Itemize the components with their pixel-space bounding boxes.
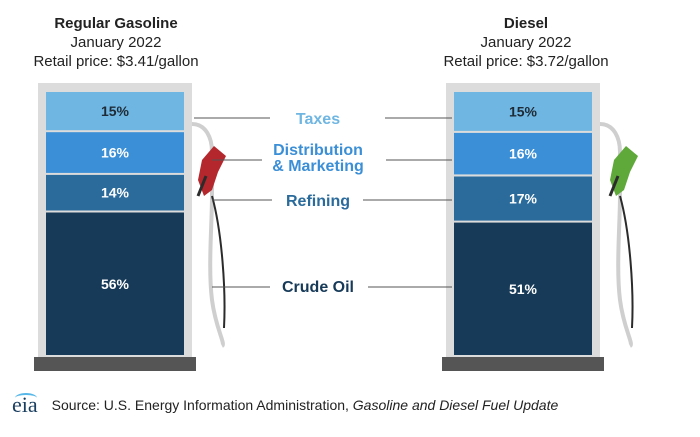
legend-label-distribution-line1: Distribution [273, 142, 363, 159]
source-title: Gasoline and Diesel Fuel Update [352, 397, 559, 413]
diesel-pump-base [442, 357, 604, 371]
diesel-retail-price: Retail price: $3.72/gallon [443, 53, 609, 70]
gasoline-value-crude-oil: 56% [101, 276, 130, 292]
gasoline-pump-base [34, 357, 196, 371]
gasoline-segment-refining [46, 174, 184, 211]
diesel-title: Diesel [503, 15, 549, 32]
diesel-value-distribution-marketing: 16% [509, 146, 538, 162]
gasoline-hose [191, 122, 225, 348]
gasoline-title: Regular Gasoline [54, 15, 178, 32]
diesel-nozzle-icon [608, 146, 638, 197]
diesel-value-crude-oil: 51% [509, 281, 538, 297]
diesel-value-taxes: 15% [509, 104, 538, 120]
gasoline-value-distribution-marketing: 16% [101, 145, 130, 161]
source-prefix: Source: U.S. Energy Information Administ… [51, 397, 353, 413]
diesel-segment-distribution-marketing [454, 132, 592, 175]
source-note: eia Source: U.S. Energy Information Admin… [12, 392, 558, 418]
gasoline-pump-title: Regular Gasoline January 2022 Retail pri… [0, 14, 232, 71]
gasoline-period: January 2022 [70, 34, 162, 51]
diesel-segments: 15% 16% 17% 51% [454, 92, 592, 355]
gasoline-segment-crude-oil [46, 212, 184, 355]
diesel-segment-taxes [454, 92, 592, 131]
gasoline-retail-price: Retail price: $3.41/gallon [33, 53, 199, 70]
diesel-pump-title: Diesel January 2022 Retail price: $3.72/… [410, 14, 642, 71]
legend-label-taxes: Taxes [296, 111, 340, 128]
diesel-period: January 2022 [480, 34, 572, 51]
diesel-hose-right [619, 195, 634, 329]
eia-logo-icon: eia [12, 392, 38, 417]
gasoline-value-refining: 14% [101, 185, 130, 201]
diesel-segment-refining [454, 176, 592, 221]
legend-label-refining: Refining [286, 193, 350, 210]
legend-label-crude-oil: Crude Oil [282, 279, 354, 296]
legend-label-distribution-line2: & Marketing [272, 158, 364, 175]
gasoline-value-taxes: 15% [101, 103, 130, 119]
gasoline-segments: 15% 16% 14% 56% [46, 92, 184, 355]
gasoline-nozzle-icon [196, 146, 226, 197]
gasoline-hose-right [211, 195, 226, 329]
gasoline-segment-taxes [46, 92, 184, 131]
gasoline-segment-distribution-marketing [46, 132, 184, 173]
diesel-value-refining: 17% [509, 191, 538, 207]
diesel-segment-crude-oil [454, 222, 592, 355]
diesel-hose [599, 122, 633, 348]
